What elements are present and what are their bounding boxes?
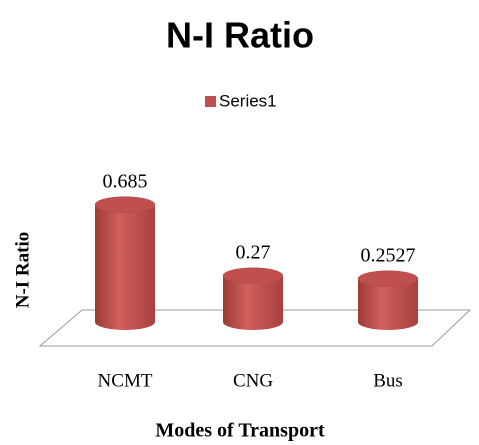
- bar: [357, 270, 419, 330]
- chart-title: N-I Ratio: [166, 15, 314, 56]
- cylinder-top: [357, 270, 419, 287]
- x-axis-label: Modes of Transport: [155, 420, 325, 442]
- data-label: 0.685: [103, 170, 148, 192]
- data-label: 0.2527: [361, 244, 416, 266]
- legend-swatch: [205, 96, 216, 107]
- y-axis-label: N-I Ratio: [12, 232, 33, 309]
- x-tick-label: NCMT: [98, 370, 153, 391]
- cylinder-body: [223, 275, 283, 330]
- cylinder-top: [222, 267, 284, 285]
- bar: [222, 267, 284, 330]
- bar: [94, 196, 156, 330]
- x-tick-label: Bus: [373, 370, 403, 391]
- cylinder-top: [94, 196, 156, 213]
- data-label: 0.27: [236, 241, 271, 263]
- cylinder-body: [358, 278, 418, 330]
- x-tick-label: CNG: [233, 370, 273, 391]
- legend-label: Series1: [219, 91, 277, 110]
- cylinder-body: [95, 204, 155, 330]
